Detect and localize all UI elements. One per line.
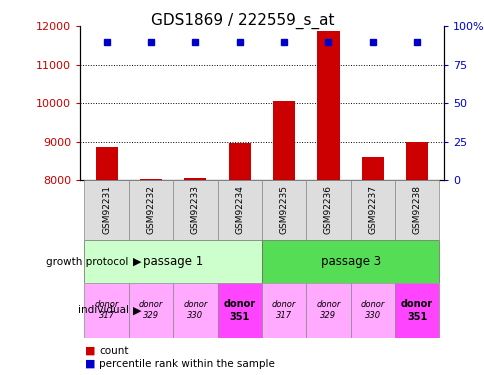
Text: growth protocol: growth protocol <box>46 256 128 267</box>
Bar <box>405 142 427 180</box>
Bar <box>129 283 173 338</box>
Text: ■: ■ <box>85 346 99 355</box>
Text: donor
330: donor 330 <box>360 300 384 320</box>
Bar <box>184 178 206 180</box>
Bar <box>305 180 350 240</box>
Bar <box>305 283 350 338</box>
Bar <box>317 31 339 180</box>
Text: donor
351: donor 351 <box>400 299 432 321</box>
Text: GDS1869 / 222559_s_at: GDS1869 / 222559_s_at <box>151 13 333 29</box>
Bar <box>217 180 261 240</box>
Text: GSM92233: GSM92233 <box>191 186 199 234</box>
Text: GSM92236: GSM92236 <box>323 186 332 234</box>
Bar <box>394 283 439 338</box>
Bar <box>129 180 173 240</box>
Bar <box>84 240 261 283</box>
Bar <box>361 157 383 180</box>
Bar <box>139 179 162 180</box>
Bar <box>350 283 394 338</box>
Text: donor
317: donor 317 <box>94 300 119 320</box>
Text: ■: ■ <box>85 359 99 369</box>
Bar <box>261 240 439 283</box>
Text: percentile rank within the sample: percentile rank within the sample <box>99 359 275 369</box>
Bar <box>261 283 305 338</box>
Bar <box>350 180 394 240</box>
Text: GSM92231: GSM92231 <box>102 186 111 234</box>
Text: passage 3: passage 3 <box>320 255 380 268</box>
Text: GSM92238: GSM92238 <box>412 186 421 234</box>
Text: GSM92237: GSM92237 <box>367 186 377 234</box>
Text: ▶: ▶ <box>133 256 142 267</box>
Bar <box>173 180 217 240</box>
Text: donor
351: donor 351 <box>223 299 255 321</box>
Bar <box>84 283 129 338</box>
Bar <box>173 283 217 338</box>
Bar <box>217 283 261 338</box>
Text: ▶: ▶ <box>133 305 142 315</box>
Text: donor
329: donor 329 <box>316 300 340 320</box>
Text: GSM92234: GSM92234 <box>235 186 244 234</box>
Bar <box>95 147 118 180</box>
Text: individual: individual <box>77 305 128 315</box>
Text: GSM92232: GSM92232 <box>146 186 155 234</box>
Text: GSM92235: GSM92235 <box>279 186 288 234</box>
Bar <box>261 180 305 240</box>
Bar <box>84 180 129 240</box>
Bar <box>228 143 250 180</box>
Bar <box>394 180 439 240</box>
Text: count: count <box>99 346 129 355</box>
Text: donor
330: donor 330 <box>183 300 207 320</box>
Text: donor
317: donor 317 <box>272 300 296 320</box>
Text: donor
329: donor 329 <box>138 300 163 320</box>
Bar <box>272 101 295 180</box>
Text: passage 1: passage 1 <box>143 255 203 268</box>
